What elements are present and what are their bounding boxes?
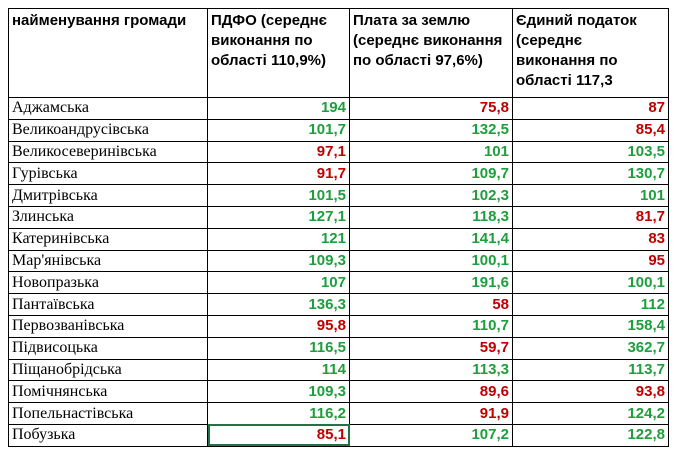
value-cell: 85,1 <box>207 423 350 447</box>
community-name: Піщанобрідська <box>8 358 208 382</box>
table-row: Піщанобрідська 114 113,3 113,7 <box>8 358 669 382</box>
value-cell: 89,6 <box>349 380 513 404</box>
value-cell: 122,8 <box>512 423 669 447</box>
table-row: Гурівська 91,7 109,7 130,7 <box>8 162 669 186</box>
value-cell: 95 <box>512 249 669 273</box>
table-row: Великоандрусівська 101,7 132,5 85,4 <box>8 118 669 142</box>
community-name: Мар'янівська <box>8 249 208 273</box>
table-row: Аджамська 194 75,8 87 <box>8 97 669 120</box>
header-cell: ПДФО (середнє виконання по області 110,9… <box>207 8 350 98</box>
header-cell: Плата за землю (середнє виконання по обл… <box>349 8 513 98</box>
value-cell: 100,1 <box>349 249 513 273</box>
value-cell: 136,3 <box>207 293 350 316</box>
value-cell: 103,5 <box>512 140 669 164</box>
community-name: Первозванівська <box>8 314 208 338</box>
value-cell: 116,5 <box>207 336 350 360</box>
value-cell: 85,4 <box>512 118 669 142</box>
community-name: Великосеверинівська <box>8 140 208 164</box>
value-cell: 191,6 <box>349 271 513 295</box>
value-cell: 121 <box>207 227 350 251</box>
value-cell: 101 <box>349 140 513 164</box>
community-name: Гурівська <box>8 162 208 186</box>
value-cell: 118,3 <box>349 205 513 229</box>
value-cell: 109,3 <box>207 380 350 404</box>
value-cell: 91,7 <box>207 162 350 186</box>
header-row: найменування громади ПДФО (середнє викона… <box>8 8 669 98</box>
value-cell: 109,3 <box>207 249 350 273</box>
table-body: Аджамська 194 75,8 87 Великоандрусівська 101,… <box>8 97 669 447</box>
table-row: Мар'янівська 109,3 100,1 95 <box>8 249 669 273</box>
value-cell: 58 <box>349 293 513 316</box>
value-cell: 113,3 <box>349 358 513 382</box>
community-name: Аджамська <box>8 97 208 120</box>
value-cell: 97,1 <box>207 140 350 164</box>
table-row: Побузька 85,1 107,2 122,8 <box>8 423 669 447</box>
value-cell: 114 <box>207 358 350 382</box>
value-cell: 81,7 <box>512 205 669 229</box>
value-cell: 100,1 <box>512 271 669 295</box>
value-cell: 101,7 <box>207 118 350 142</box>
value-cell: 95,8 <box>207 314 350 338</box>
value-cell: 141,4 <box>349 227 513 251</box>
table-row: Злинська 127,1 118,3 81,7 <box>8 205 669 229</box>
value-cell: 112 <box>512 293 669 316</box>
community-name: Великоандрусівська <box>8 118 208 142</box>
table-row: Попельнастівська 116,2 91,9 124,2 <box>8 402 669 425</box>
value-cell: 75,8 <box>349 97 513 120</box>
header-cell: найменування громади <box>8 8 208 98</box>
value-cell: 101,5 <box>207 184 350 207</box>
value-cell: 101 <box>512 184 669 207</box>
table-row: Первозванівська 95,8 110,7 158,4 <box>8 314 669 338</box>
table-row: Підвисоцька 116,5 59,7 362,7 <box>8 336 669 360</box>
community-name: Дмитрівська <box>8 184 208 207</box>
value-cell: 110,7 <box>349 314 513 338</box>
value-cell: 107,2 <box>349 423 513 447</box>
community-name: Катеринівська <box>8 227 208 251</box>
table-row: Дмитрівська 101,5 102,3 101 <box>8 184 669 207</box>
value-cell: 362,7 <box>512 336 669 360</box>
community-name: Помічнянська <box>8 380 208 404</box>
value-cell: 132,5 <box>349 118 513 142</box>
value-cell: 102,3 <box>349 184 513 207</box>
value-cell: 107 <box>207 271 350 295</box>
community-name: Новопразька <box>8 271 208 295</box>
value-cell: 130,7 <box>512 162 669 186</box>
value-cell: 109,7 <box>349 162 513 186</box>
community-name: Побузька <box>8 423 208 447</box>
value-cell: 83 <box>512 227 669 251</box>
value-cell: 124,2 <box>512 402 669 425</box>
table-row: Великосеверинівська 97,1 101 103,5 <box>8 140 669 164</box>
table-row: Помічнянська 109,3 89,6 93,8 <box>8 380 669 404</box>
value-cell: 87 <box>512 97 669 120</box>
data-table: найменування громади ПДФО (середнє викона… <box>8 8 669 447</box>
community-name: Пантаївська <box>8 293 208 316</box>
value-cell: 59,7 <box>349 336 513 360</box>
table-row: Катеринівська 121 141,4 83 <box>8 227 669 251</box>
value-cell: 91,9 <box>349 402 513 425</box>
value-cell: 113,7 <box>512 358 669 382</box>
community-name: Злинська <box>8 205 208 229</box>
table-row: Пантаївська 136,3 58 112 <box>8 293 669 316</box>
header-cell: Єдиний податок (середнє виконання по обл… <box>512 8 669 98</box>
value-cell: 116,2 <box>207 402 350 425</box>
value-cell: 93,8 <box>512 380 669 404</box>
value-cell: 158,4 <box>512 314 669 338</box>
community-name: Попельнастівська <box>8 402 208 425</box>
value-cell: 194 <box>207 97 350 120</box>
value-cell: 127,1 <box>207 205 350 229</box>
community-name: Підвисоцька <box>8 336 208 360</box>
table-row: Новопразька 107 191,6 100,1 <box>8 271 669 295</box>
